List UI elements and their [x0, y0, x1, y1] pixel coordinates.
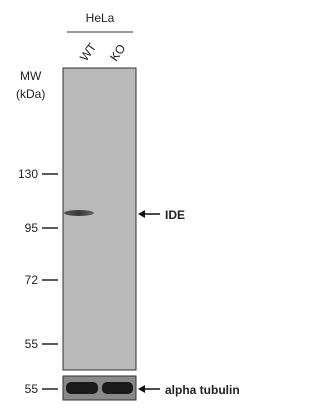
- marker-label: 130: [18, 167, 38, 181]
- target-label: alpha tubulin: [165, 383, 240, 397]
- marker-label: 55: [25, 337, 39, 351]
- marker-label: 55: [25, 382, 39, 396]
- marker-label: 95: [25, 221, 39, 235]
- target-label: IDE: [165, 208, 185, 222]
- mw-label: (kDa): [16, 87, 45, 101]
- tubulin-band: [66, 382, 98, 394]
- ide-band: [64, 210, 94, 216]
- main-blot: [63, 68, 136, 370]
- cell-line-label: HeLa: [86, 11, 115, 25]
- tubulin-band: [102, 382, 133, 394]
- marker-label: 72: [25, 273, 39, 287]
- mw-label: MW: [20, 69, 42, 83]
